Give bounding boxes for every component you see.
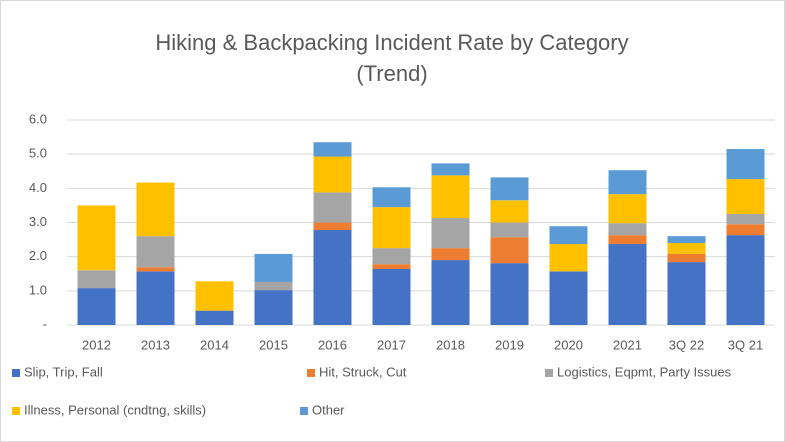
bar-segment xyxy=(254,253,293,282)
bar-segment xyxy=(667,253,706,263)
legend-label: Illness, Personal (cndtng, skills) xyxy=(24,402,206,417)
x-tick-label: 3Q 22 xyxy=(669,337,704,352)
bar-segment xyxy=(490,200,529,223)
bar-segment xyxy=(431,260,470,325)
bar-segment xyxy=(608,194,647,224)
x-tick-label: 2021 xyxy=(613,337,642,352)
y-tick-label: 1.0 xyxy=(29,282,47,297)
bar-segment xyxy=(254,290,293,325)
bar-segment xyxy=(726,224,765,236)
chart-title: (Trend) xyxy=(356,61,427,86)
bar-segment xyxy=(372,264,411,269)
bar-segment xyxy=(431,248,470,261)
bar-segment xyxy=(549,244,588,272)
bar-segment xyxy=(490,263,529,325)
x-tick-label: 2015 xyxy=(259,337,288,352)
bar-segment xyxy=(254,281,293,291)
legend-label: Other xyxy=(312,402,345,417)
bar-segment xyxy=(195,281,234,311)
bar-segment xyxy=(549,226,588,245)
legend-swatch xyxy=(545,369,553,377)
legend-label: Slip, Trip, Fall xyxy=(24,364,103,379)
legend-swatch xyxy=(12,407,20,415)
bar-segment xyxy=(490,237,529,264)
bar-segment xyxy=(77,270,116,289)
bar-segment xyxy=(77,288,116,325)
x-tick-label: 2016 xyxy=(318,337,347,352)
bar-segment xyxy=(726,149,765,180)
bar-segment xyxy=(372,207,411,249)
bar-segment xyxy=(372,268,411,325)
bar-segment xyxy=(431,218,470,249)
bar-segment xyxy=(431,175,470,219)
bar-segment xyxy=(136,267,175,272)
x-tick-label: 3Q 21 xyxy=(728,337,763,352)
bar-segment xyxy=(667,243,706,254)
bar-segment xyxy=(372,248,411,265)
y-tick-label: 2.0 xyxy=(29,248,47,263)
bar-segment xyxy=(313,230,352,325)
bar-segment xyxy=(490,177,529,201)
bar-segment xyxy=(136,236,175,268)
bar-segment xyxy=(549,271,588,325)
bar-segment xyxy=(372,187,411,208)
bar-segment xyxy=(77,205,116,271)
bar-segment xyxy=(313,192,352,223)
bar-segment xyxy=(608,170,647,195)
bar-segment xyxy=(431,163,470,176)
bar-segment xyxy=(136,182,175,237)
x-tick-label: 2014 xyxy=(200,337,229,352)
bar-segment xyxy=(726,179,765,214)
y-tick-label: 5.0 xyxy=(29,146,47,161)
legend-label: Logistics, Eqpmt, Party Issues xyxy=(557,364,732,379)
x-tick-label: 2020 xyxy=(554,337,583,352)
bar-segment xyxy=(195,310,234,325)
x-tick-label: 2019 xyxy=(495,337,524,352)
legend-swatch xyxy=(12,369,20,377)
bar-segment xyxy=(667,262,706,325)
bar-segment xyxy=(490,222,529,238)
bar-segment xyxy=(136,271,175,325)
y-tick-label: 3.0 xyxy=(29,214,47,229)
bar-segment xyxy=(608,244,647,325)
legend-swatch xyxy=(307,369,315,377)
bar-segment xyxy=(608,235,647,245)
y-tick-label: 6.0 xyxy=(29,111,47,126)
x-tick-label: 2013 xyxy=(141,337,170,352)
x-tick-label: 2012 xyxy=(82,337,111,352)
x-tick-label: 2018 xyxy=(436,337,465,352)
bar-segment xyxy=(608,223,647,236)
bar-segment xyxy=(726,213,765,225)
x-tick-label: 2017 xyxy=(377,337,406,352)
chart-title: Hiking & Backpacking Incident Rate by Ca… xyxy=(155,30,628,55)
y-tick-label: - xyxy=(43,316,47,331)
bar-segment xyxy=(313,156,352,193)
legend-swatch xyxy=(300,407,308,415)
y-tick-label: 4.0 xyxy=(29,180,47,195)
bar-segment xyxy=(313,142,352,157)
bar-segment xyxy=(313,222,352,231)
bar-segment xyxy=(726,235,765,325)
bar-segment xyxy=(667,236,706,243)
legend-label: Hit, Struck, Cut xyxy=(319,364,407,379)
